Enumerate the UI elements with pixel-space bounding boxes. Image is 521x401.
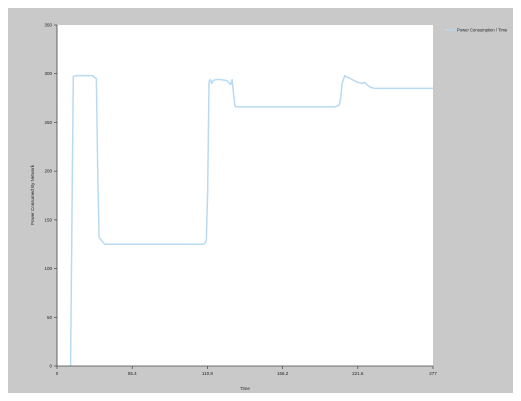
- plot-area: [57, 25, 433, 366]
- y-axis-label: Power Consumed By Network: [30, 164, 35, 225]
- axis-layer: [56, 25, 433, 367]
- x-tick-label: 55.4: [128, 371, 137, 376]
- x-tick-label: 166.2: [277, 371, 289, 376]
- legend: Power Consumption / Time: [445, 28, 508, 33]
- tick-layer: 0 50 100 150 200 250 300 350 0 55.4 110.8 166.2 221.…: [44, 23, 437, 377]
- y-tick-label: 0: [49, 364, 52, 369]
- y-tick-label: 350: [44, 23, 52, 28]
- x-tick-label: 0: [56, 371, 59, 376]
- y-tick-label: 50: [47, 315, 53, 320]
- x-tick-label: 110.8: [202, 371, 213, 376]
- legend-label: Power Consumption / Time: [457, 28, 508, 33]
- y-tick-label: 300: [44, 71, 52, 76]
- x-tick-label: 221.6: [352, 371, 364, 376]
- y-tick-label: 100: [44, 266, 52, 271]
- y-tick-label: 150: [44, 217, 52, 222]
- y-tick-label: 250: [44, 120, 52, 125]
- series-layer: [69, 74, 433, 367]
- series-line-power-consumption: [69, 74, 433, 367]
- y-tick-label: 200: [44, 169, 52, 174]
- x-axis-label: Time: [240, 386, 250, 391]
- x-tick-label: 277: [429, 371, 437, 376]
